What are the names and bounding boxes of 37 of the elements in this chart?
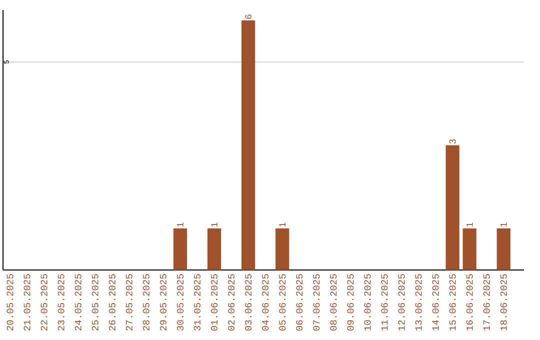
data-label: 1 (177, 222, 184, 227)
x-tick-label: 21.05.2025 (24, 274, 30, 330)
x-tick-label: 23.05.2025 (58, 274, 64, 330)
x-tick-label: 29.05.2025 (160, 274, 166, 330)
x-tick-label: 25.05.2025 (92, 274, 98, 330)
x-tick-label: 22.05.2025 (40, 274, 48, 330)
x-tick-label: 06.06.2025 (296, 274, 303, 331)
x-tick-label: 08.06.2025 (330, 274, 337, 331)
x-tick-label: 04.06.2025 (262, 274, 269, 331)
x-tick-label: 11.06.2025 (381, 274, 388, 330)
x-tick-label: 30.05.2025 (176, 274, 184, 331)
x-tick-label: 27.05.2025 (126, 274, 132, 330)
x-tick-label: 20.05.2025 (6, 274, 14, 330)
x-tick-label: 01.06.2025 (211, 274, 218, 331)
data-label: 6 (245, 14, 252, 19)
x-tick-label: 12.06.2025 (398, 274, 405, 330)
data-label: 1 (211, 222, 218, 227)
x-tick-label: 13.06.2025 (415, 274, 422, 330)
x-tick-label: 09.06.2025 (347, 274, 354, 331)
x-tick-label: 05.06.2025 (279, 274, 286, 331)
x-tick-label: 02.06.2025 (228, 274, 235, 331)
x-tick-label: 28.05.2025 (142, 274, 150, 330)
x-tick-label: 03.06.2025 (245, 274, 252, 331)
x-tick-label: 14.06.2025 (432, 274, 439, 330)
x-tick-label: 18.06.2025 (500, 274, 507, 330)
data-label: 3 (449, 139, 456, 144)
x-tick-label: 07.06.2025 (313, 274, 320, 331)
x-tick-label: 15.06.2025 (449, 274, 456, 330)
x-tick-label: 17.06.2025 (483, 274, 490, 330)
x-tick-label: 10.06.2025 (364, 274, 371, 330)
x-tick-label: 24.05.2025 (74, 274, 82, 330)
x-tick-label: 31.05.2025 (194, 274, 200, 331)
data-label: 1 (279, 222, 286, 227)
data-label: 1 (500, 222, 507, 227)
x-tick-label: 26.05.2025 (108, 274, 116, 330)
x-tick-label: 16.06.2025 (466, 274, 473, 330)
data-label: 1 (466, 222, 473, 227)
